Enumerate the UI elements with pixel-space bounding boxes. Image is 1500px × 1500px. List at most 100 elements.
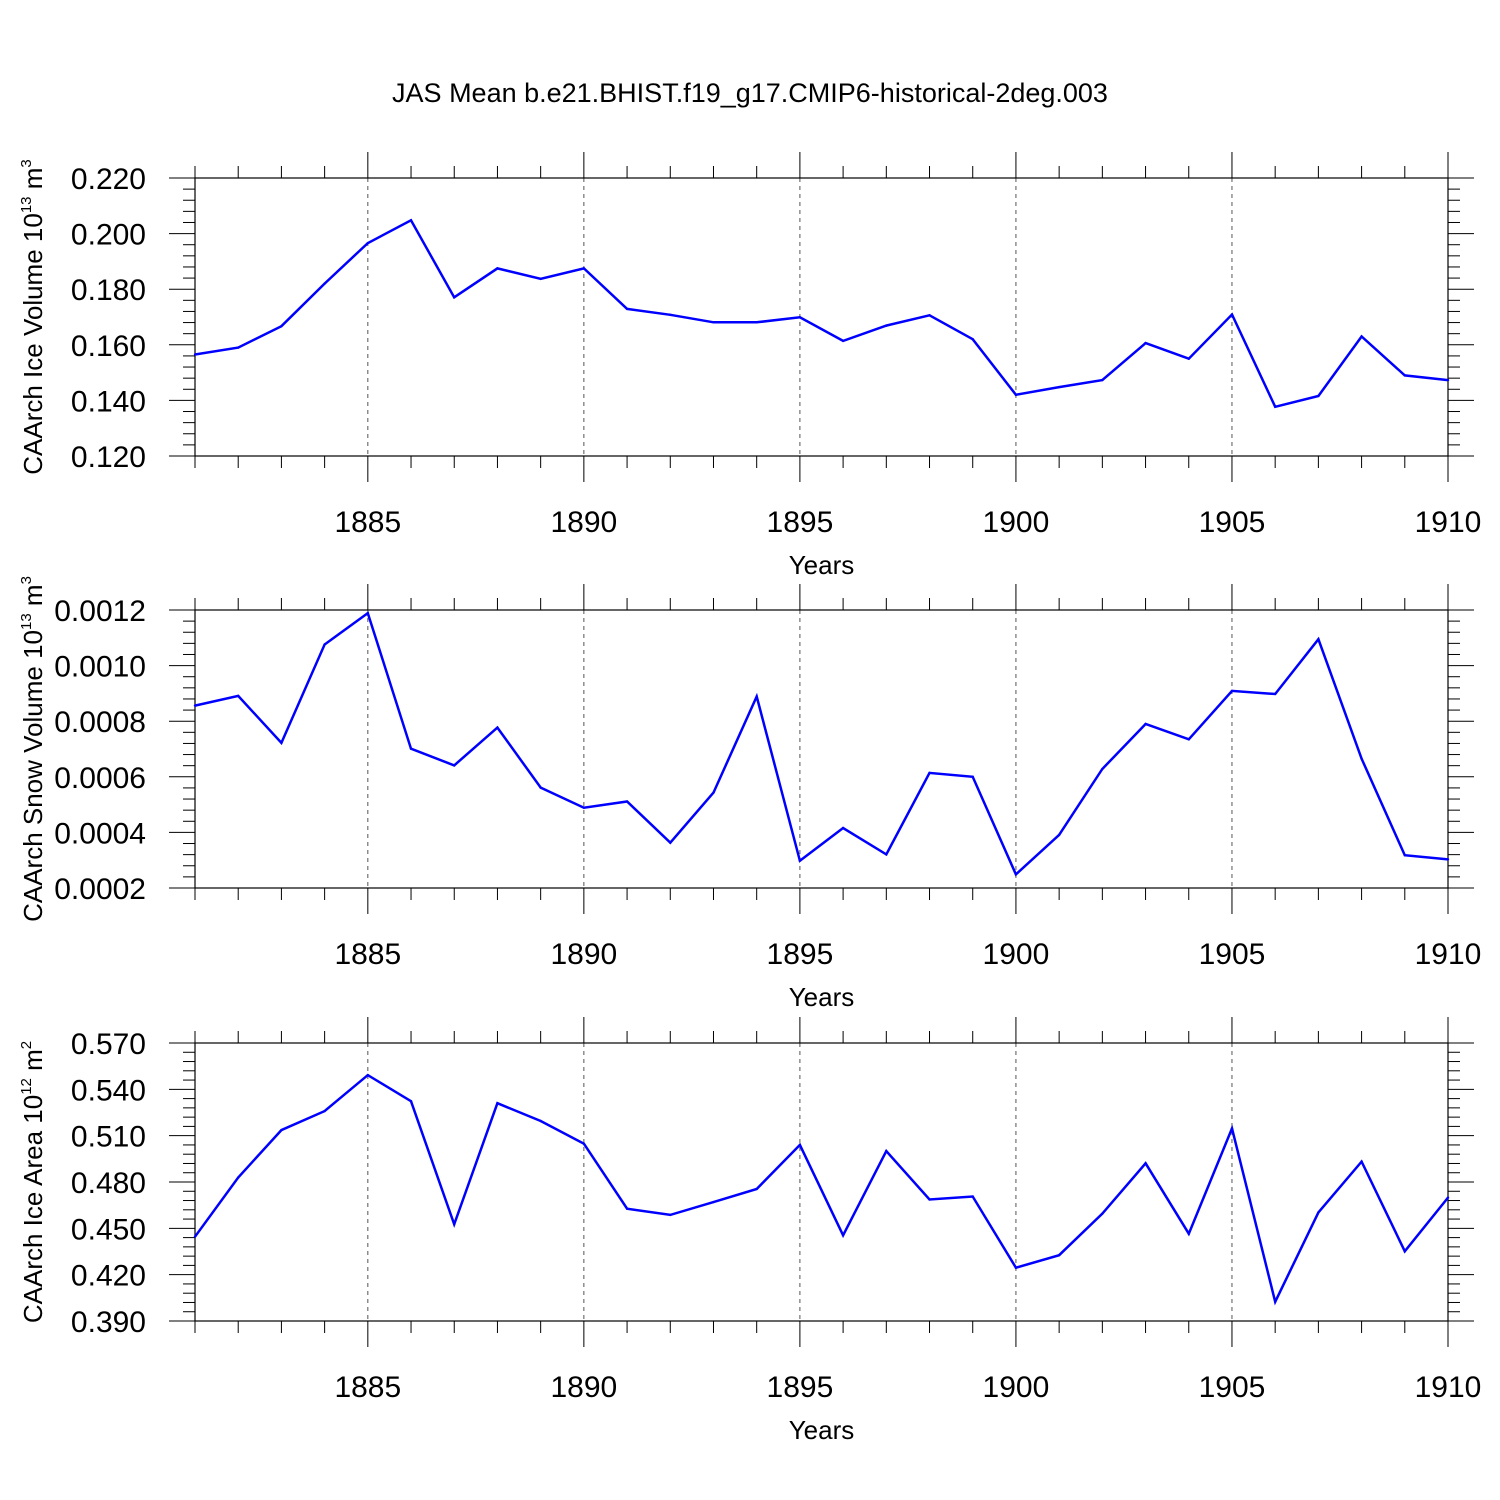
data-point (237, 346, 240, 349)
x-tick-label: 1890 (550, 506, 617, 539)
data-point (539, 1119, 542, 1123)
x-axis-label: Years (789, 1415, 855, 1445)
data-point (496, 267, 499, 270)
x-tick-label: 1895 (767, 938, 834, 971)
data-point (1057, 833, 1061, 837)
x-tick-label: 1890 (550, 1371, 617, 1404)
data-point (1014, 1266, 1018, 1269)
x-tick-label: 1910 (1415, 1371, 1482, 1404)
data-point (841, 826, 845, 830)
data-point (539, 786, 542, 789)
data-point (1273, 692, 1277, 696)
data-point (193, 353, 197, 356)
x-tick-label: 1900 (983, 506, 1050, 539)
data-point (539, 277, 542, 281)
data-point (280, 324, 283, 328)
data-point (885, 324, 888, 327)
data-point (1014, 873, 1018, 876)
x-tick-label: 1895 (767, 506, 834, 539)
data-point (1057, 385, 1061, 389)
y-tick-label: 0.540 (71, 1074, 146, 1107)
y-tick-label: 0.510 (71, 1121, 146, 1154)
x-tick-label: 1890 (550, 938, 617, 971)
data-point (1144, 341, 1147, 345)
data-point (1317, 394, 1320, 398)
x-tick-label: 1885 (334, 506, 401, 539)
data-point (1230, 689, 1234, 693)
data-point (453, 1223, 456, 1226)
data-point (1101, 378, 1104, 382)
x-tick-label: 1910 (1415, 938, 1482, 971)
data-point (193, 704, 197, 707)
data-point (323, 282, 326, 285)
data-point (712, 791, 715, 794)
plot-frame (194, 177, 1449, 457)
y-tick-label: 0.390 (71, 1306, 146, 1339)
data-point (366, 611, 370, 615)
data-point (1360, 757, 1363, 760)
y-axis-label: CAArch Ice Volume 1013 m3 (18, 159, 48, 475)
data-point (798, 316, 802, 319)
data-point (280, 1128, 283, 1132)
data-point (1317, 1211, 1320, 1214)
data-point (1273, 1300, 1277, 1304)
y-tick-label: 0.0008 (54, 706, 146, 739)
data-point (841, 1234, 845, 1237)
x-tick-label: 1900 (983, 938, 1050, 971)
data-point (669, 1213, 672, 1217)
data-point (1014, 393, 1018, 397)
data-point (1101, 1212, 1104, 1215)
plot-frame (194, 609, 1449, 889)
data-point (1101, 767, 1104, 771)
x-tick-label: 1885 (334, 938, 401, 971)
x-tick-label: 1910 (1415, 506, 1482, 539)
y-axis-label: CAArch Snow Volume 1013 m3 (18, 576, 48, 922)
data-point (755, 321, 758, 324)
panel-2: 0.0002 0.0004 0.0006 0.0008 0.0010 0.0012 1885… (18, 576, 1481, 1012)
x-axis-label: Years (789, 982, 855, 1012)
data-point (928, 314, 931, 317)
data-point (1187, 1232, 1190, 1235)
data-point (885, 853, 888, 856)
data-point (928, 771, 931, 775)
x-tick-label: 1895 (767, 1371, 834, 1404)
data-point (1360, 335, 1363, 338)
data-point (496, 1102, 499, 1105)
data-point (496, 726, 499, 729)
y-tick-label: 0.570 (71, 1028, 146, 1061)
x-tick-label: 1905 (1199, 1371, 1266, 1404)
y-tick-label: 0.0002 (54, 873, 146, 906)
data-point (625, 800, 629, 803)
data-point (841, 339, 845, 343)
data-point (582, 1142, 586, 1145)
series-line (194, 611, 1449, 877)
data-point (323, 643, 326, 646)
data-point (798, 859, 802, 862)
data-point (1144, 1162, 1147, 1165)
data-point (323, 1109, 326, 1113)
y-axis-label: CAArch Ice Area 1012 m2 (18, 1041, 48, 1323)
data-point (280, 741, 283, 745)
data-point (669, 313, 672, 316)
data-point (971, 1195, 974, 1198)
y-tick-label: 0.140 (71, 385, 146, 418)
y-tick-label: 0.160 (71, 330, 146, 363)
data-point (453, 296, 456, 299)
data-point (712, 1200, 715, 1204)
data-point (582, 267, 586, 270)
y-tick-label: 0.0010 (54, 651, 146, 684)
data-point (625, 1207, 629, 1210)
data-point (1230, 313, 1234, 316)
data-point (453, 764, 456, 767)
y-tick-label: 0.0012 (54, 595, 146, 628)
data-point (1360, 1160, 1363, 1163)
data-point (1446, 858, 1450, 861)
data-point (669, 841, 672, 844)
y-tick-label: 0.0006 (54, 762, 146, 795)
data-point (1273, 405, 1277, 408)
data-point (755, 695, 758, 698)
data-point (928, 1198, 931, 1201)
x-tick-label: 1905 (1199, 506, 1266, 539)
y-tick-label: 0.120 (71, 441, 146, 474)
